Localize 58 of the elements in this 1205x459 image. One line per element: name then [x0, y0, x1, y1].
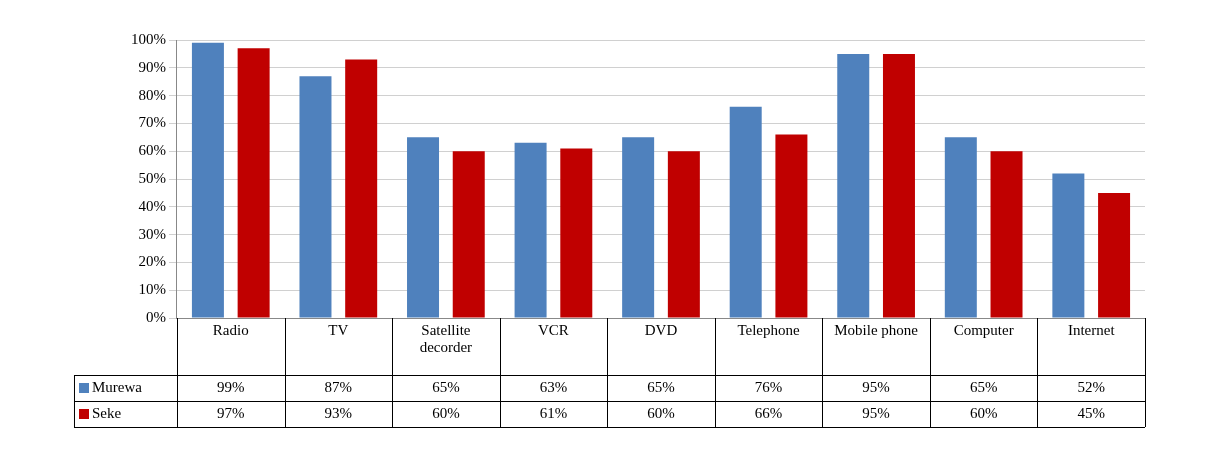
- text: 66%: [754, 404, 783, 421]
- text: 52%: [1077, 378, 1105, 395]
- bar: [944, 137, 977, 318]
- text: 65%: [432, 378, 460, 395]
- text: 63%: [539, 378, 568, 395]
- y-tick-label: 0%: [146, 308, 166, 325]
- bar: [1052, 173, 1085, 318]
- y-tick-label: 100%: [131, 30, 166, 47]
- bar: [191, 42, 224, 318]
- text: 45%: [1077, 404, 1105, 421]
- bar: [667, 151, 700, 318]
- text: 99%: [217, 378, 245, 395]
- x-tick-label: Internet: [1067, 322, 1116, 339]
- y-tick-label: 30%: [138, 225, 166, 242]
- bar: [837, 53, 870, 318]
- legend-label: Murewa: [92, 378, 143, 395]
- text: 97%: [217, 404, 245, 421]
- y-tick-label: 90%: [138, 58, 166, 75]
- bar: [1098, 192, 1131, 318]
- y-tick-label: 40%: [138, 197, 166, 214]
- bar: [345, 59, 378, 318]
- text: 60%: [647, 404, 675, 421]
- text: 61%: [539, 404, 568, 421]
- y-tick-label: 60%: [138, 142, 166, 159]
- legend-label: Seke: [92, 404, 122, 421]
- bar: [299, 76, 332, 318]
- text: 87%: [324, 378, 353, 395]
- bar: [514, 142, 547, 318]
- y-tick-label: 70%: [138, 114, 166, 131]
- text: 65%: [969, 378, 998, 395]
- x-tick-label: Computer: [953, 322, 1014, 339]
- text: 76%: [754, 378, 783, 395]
- text: 65%: [647, 378, 675, 395]
- bar: [775, 134, 808, 318]
- y-tick-label: 20%: [138, 253, 166, 270]
- x-tick-label: VCR: [538, 322, 569, 339]
- bar: [990, 151, 1023, 318]
- x-tick-label: TV: [328, 322, 349, 339]
- text: 60%: [432, 404, 460, 421]
- y-tick-label: 10%: [138, 281, 166, 298]
- x-tick-label: Satellite decorder: [419, 322, 473, 356]
- x-tick-label: Telephone: [737, 322, 801, 339]
- bar: [882, 53, 915, 318]
- bar: [622, 137, 655, 318]
- bar: [237, 48, 270, 318]
- text: 60%: [969, 404, 998, 421]
- bar: [407, 137, 440, 318]
- x-tick-label: Radio: [212, 322, 249, 339]
- y-tick-label: 50%: [138, 169, 166, 186]
- x-tick-label: DVD: [644, 322, 678, 339]
- x-tick-label: Mobile phone: [834, 322, 919, 339]
- text: 93%: [324, 404, 353, 421]
- bar: [452, 151, 485, 318]
- bar: [560, 148, 593, 318]
- text: 95%: [862, 378, 890, 395]
- bar: [729, 106, 762, 318]
- text: 95%: [862, 404, 890, 421]
- y-tick-label: 80%: [138, 86, 166, 103]
